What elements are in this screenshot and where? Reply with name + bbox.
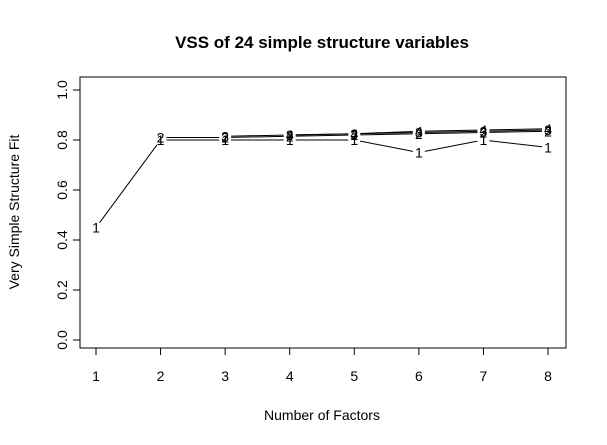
series-2-segment: [231, 135, 284, 138]
series-1-segment: [489, 140, 543, 148]
series-2-segment: [295, 134, 349, 137]
series-2-point: 2: [544, 123, 552, 139]
series-2-point: 2: [157, 130, 165, 146]
y-axis-label: Very Simple Structure Fit: [6, 134, 22, 289]
x-axis-label: Number of Factors: [264, 407, 380, 423]
series-3-point: 3: [480, 123, 488, 139]
x-tick-label: 1: [92, 368, 100, 384]
series-2-segment: [424, 132, 478, 135]
series-4-point: 4: [544, 121, 552, 137]
series-3-point: 3: [544, 122, 552, 138]
series-2-point: 2: [350, 127, 358, 143]
x-tick-label: 5: [350, 368, 358, 384]
series-3-point: 3: [286, 127, 294, 143]
series-2-segment: [489, 130, 543, 133]
series-4-point: 4: [480, 122, 488, 138]
y-tick-label: 0.0: [54, 330, 70, 350]
series-4-point: 4: [350, 126, 358, 142]
series-3-segment: [489, 129, 543, 132]
y-tick-label: 0.4: [54, 230, 70, 250]
series-3-point: 3: [415, 125, 423, 141]
x-tick-label: 6: [415, 368, 423, 384]
series-4-segment: [489, 128, 543, 131]
series-4-segment: [295, 133, 349, 136]
series-2-point: 2: [221, 130, 229, 146]
plot-area-frame: [79, 76, 567, 349]
series-1-point: 1: [350, 132, 358, 148]
y-axis: 0.0 0.2 0.4 0.6 0.8 1.0: [54, 80, 81, 350]
series-4-segment: [360, 130, 413, 135]
series-4-segment: [424, 129, 478, 132]
x-tick-label: 3: [221, 368, 229, 384]
chart-title: VSS of 24 simple structure variables: [175, 33, 469, 52]
series-4: 4 4 4 4 4: [286, 121, 552, 143]
series-1-point: 1: [544, 140, 552, 156]
series-group: 11 1 1 111 12 2 2 2 2 2 23 3 3 3 3 34 4 4 4 4: [92, 121, 552, 236]
series-1-segment: [360, 140, 414, 152]
x-tick-label: 7: [480, 368, 488, 384]
series-2: 2 2 2 2 2 2 2: [157, 123, 552, 145]
series-1-point: 1: [92, 220, 100, 236]
series-3-point: 3: [350, 126, 358, 142]
series-1-point: 1: [286, 132, 294, 148]
series-2-point: 2: [480, 125, 488, 141]
x-tick-label: 8: [544, 368, 552, 384]
series-2-point: 2: [415, 126, 423, 142]
series-1-segment: [99, 144, 158, 223]
series-3-segment: [231, 134, 284, 137]
x-tick-label: 2: [157, 368, 165, 384]
series-3: 3 3 3 3 3 3: [221, 122, 552, 144]
series-1-point: 1: [415, 145, 423, 161]
series-1-point: 1: [221, 132, 229, 148]
series-1: 1 1 1 1 1 1 1 1: [92, 132, 552, 236]
series-2-point: 2: [286, 128, 294, 144]
y-tick-label: 1.0: [54, 80, 70, 100]
series-1-segment: [424, 140, 478, 152]
y-tick-label: 0.2: [54, 280, 70, 300]
series-4-point: 4: [415, 123, 423, 139]
y-tick-label: 0.8: [54, 130, 70, 150]
series-4-point: 4: [286, 127, 294, 143]
series-1-point: 1: [157, 132, 165, 148]
x-tick-label: 4: [286, 368, 294, 384]
series-3-point: 3: [221, 128, 229, 144]
series-3-segment: [424, 130, 478, 133]
series-1-point: 1: [480, 132, 488, 148]
series-2-segment: [360, 133, 413, 136]
y-tick-label: 0.6: [54, 180, 70, 200]
x-axis: 1 2 3 4 5 6 7 8: [92, 347, 552, 384]
